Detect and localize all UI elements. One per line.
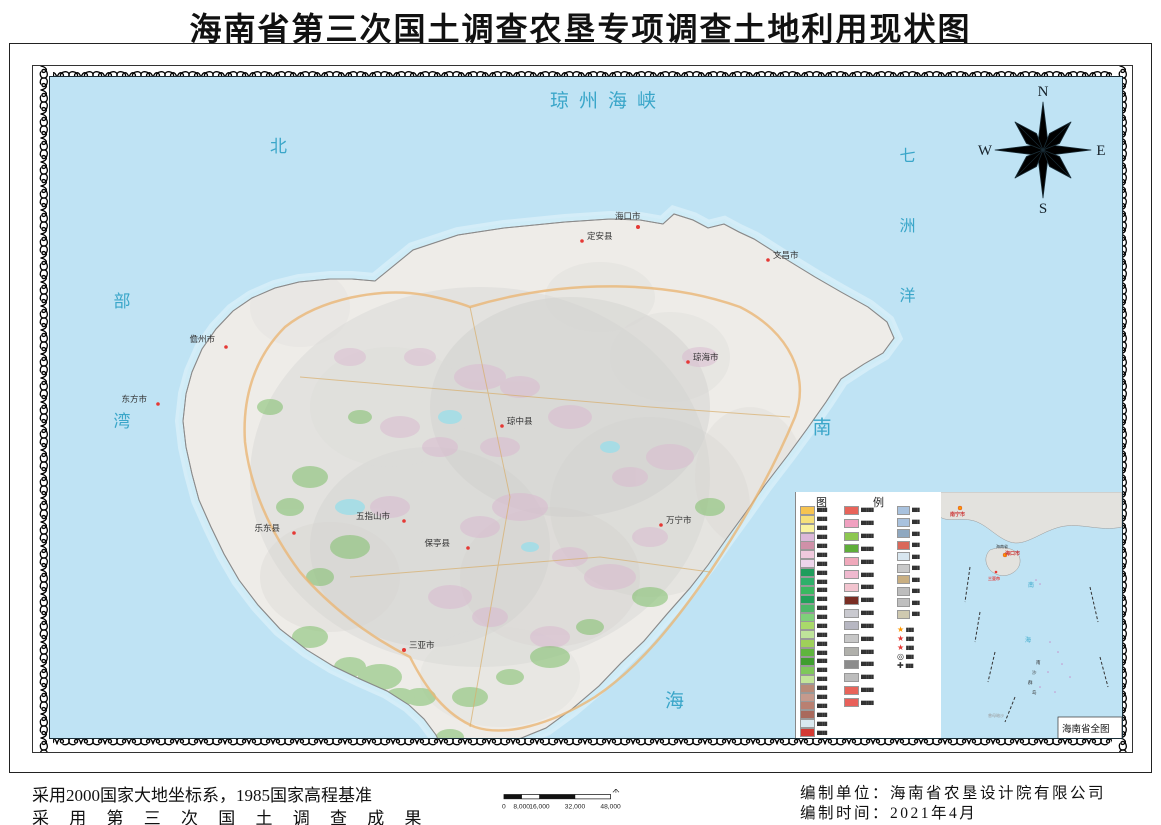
svg-text:沙: 沙	[1032, 670, 1037, 675]
svg-text:南: 南	[810, 417, 831, 442]
svg-text:五指山市: 五指山市	[356, 511, 391, 521]
svg-text:海口市: 海口市	[615, 211, 641, 221]
svg-text:48,000: 48,000	[600, 804, 621, 811]
svg-text:海口市: 海口市	[1005, 550, 1020, 557]
svg-text:保亭县: 保亭县	[424, 538, 450, 548]
svg-text:米: 米	[612, 789, 619, 794]
svg-text:N: N	[1038, 84, 1049, 100]
svg-text:海: 海	[665, 690, 694, 712]
svg-text:三亚市: 三亚市	[409, 640, 435, 650]
svg-text:部: 部	[111, 292, 131, 315]
svg-text:湾: 湾	[111, 412, 131, 435]
svg-text:曾母暗沙: 曾母暗沙	[988, 712, 1004, 718]
svg-text:文昌市: 文昌市	[773, 250, 799, 260]
svg-text:琼海市: 琼海市	[693, 352, 719, 362]
svg-text:岛: 岛	[1032, 689, 1037, 696]
svg-text:S: S	[1039, 201, 1047, 217]
svg-text:三亚市: 三亚市	[988, 575, 1000, 581]
svg-text:W: W	[978, 143, 993, 159]
svg-text:南: 南	[1036, 659, 1041, 665]
svg-text:琼州海峡: 琼州海峡	[550, 90, 666, 112]
svg-text:海南省: 海南省	[996, 543, 1008, 549]
svg-text:南宁市: 南宁市	[950, 511, 965, 518]
svg-text:乐东县: 乐东县	[254, 523, 280, 533]
svg-text:洋: 洋	[897, 287, 916, 308]
svg-text:0: 0	[502, 804, 506, 811]
svg-text:儋州市: 儋州市	[189, 334, 215, 344]
svg-text:16,000: 16,000	[529, 804, 550, 811]
svg-text:8,000: 8,000	[513, 804, 530, 811]
svg-text:北: 北	[270, 137, 293, 156]
svg-text:七: 七	[897, 147, 916, 168]
svg-text:海南省全图: 海南省全图	[1062, 723, 1110, 735]
svg-text:东方市: 东方市	[121, 394, 147, 404]
svg-text:万宁市: 万宁市	[666, 515, 692, 525]
svg-text:群: 群	[1028, 679, 1033, 686]
svg-text:海: 海	[1025, 636, 1031, 644]
svg-text:E: E	[1096, 143, 1105, 159]
svg-text:南: 南	[1028, 581, 1034, 589]
svg-text:定安县: 定安县	[587, 231, 613, 241]
svg-text:洲: 洲	[897, 217, 916, 238]
svg-text:琼中县: 琼中县	[507, 416, 533, 426]
svg-text:32,000: 32,000	[565, 804, 586, 811]
